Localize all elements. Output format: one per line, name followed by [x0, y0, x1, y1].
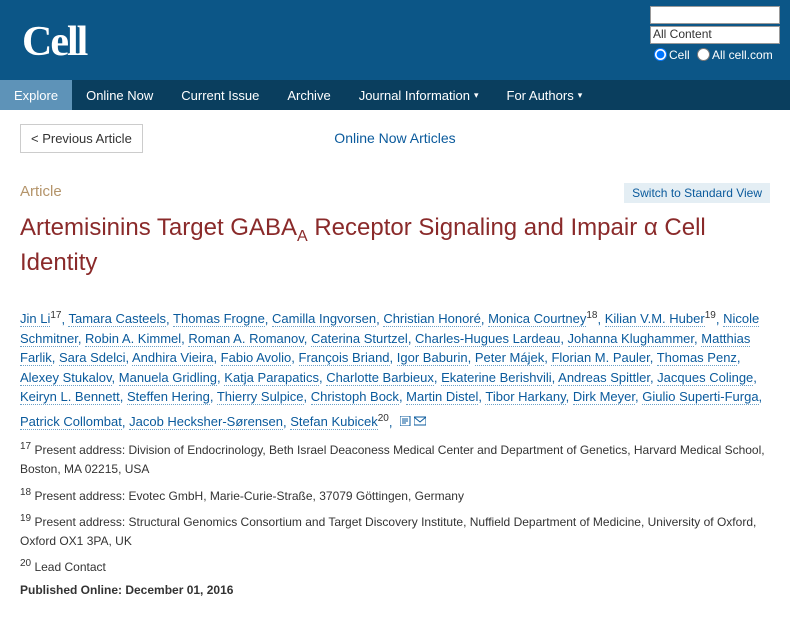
author-link[interactable]: Charles-Hugues Lardeau	[415, 331, 560, 347]
author-link[interactable]: Keiryn L. Bennett	[20, 389, 120, 405]
nav-journal-info[interactable]: Journal Information ▾	[345, 80, 493, 110]
article-title: Artemisinins Target GABAA Receptor Signa…	[20, 212, 770, 280]
title-pre: Artemisinins Target GABA	[20, 214, 297, 241]
radio-allcell-label: All cell.com	[712, 48, 773, 62]
author-link[interactable]: Roman A. Romanov	[188, 331, 303, 347]
author-link[interactable]: Dirk Meyer	[573, 389, 635, 405]
navbar: Explore Online Now Current Issue Archive…	[0, 80, 790, 110]
author-link[interactable]: Manuela Gridling	[119, 370, 217, 386]
author-link[interactable]: François Briand	[299, 350, 390, 366]
author-link[interactable]: Sara Sdelci	[59, 350, 125, 366]
author-link[interactable]: Katja Parapatics	[224, 370, 319, 386]
author-link[interactable]: Peter Májek	[475, 350, 544, 366]
author-link[interactable]: Fabio Avolio	[221, 350, 292, 366]
author-link[interactable]: Thierry Sulpice	[217, 389, 304, 405]
author-link[interactable]: Christian Honoré	[383, 311, 481, 327]
note-icon[interactable]	[400, 412, 412, 422]
previous-article-button[interactable]: < Previous Article	[20, 124, 143, 153]
search-area: All Content Cell All cell.com	[650, 6, 780, 62]
corresponding-author-actions	[398, 407, 426, 427]
author-link[interactable]: Jacques Colinge	[657, 370, 753, 386]
author-link[interactable]: Florian M. Pauler	[551, 350, 649, 366]
author-link[interactable]: Tibor Harkany	[485, 389, 565, 405]
radio-cell[interactable]	[654, 48, 667, 61]
article-category: Article	[20, 183, 62, 200]
author-link[interactable]: Giulio Superti-Furga	[642, 389, 758, 405]
affiliation-note-20: 20 Lead Contact	[20, 556, 770, 577]
author-link[interactable]: Thomas Frogne	[173, 311, 265, 327]
author-link[interactable]: Igor Baburin	[397, 350, 468, 366]
author-link[interactable]: Kilian V.M. Huber	[605, 311, 705, 327]
author-link[interactable]: Steffen Hering	[127, 389, 210, 405]
affiliation-note-18: 18 Present address: Evotec GmbH, Marie-C…	[20, 485, 770, 506]
nav-archive[interactable]: Archive	[273, 80, 344, 110]
publication-date: Published Online: December 01, 2016	[20, 583, 770, 597]
article-nav-row: < Previous Article Online Now Articles	[20, 124, 770, 153]
author-link[interactable]: Alexey Stukalov	[20, 370, 112, 386]
author-link[interactable]: Johanna Klughammer	[568, 331, 694, 347]
nav-for-authors-label: For Authors	[507, 88, 574, 103]
chevron-down-icon: ▾	[474, 90, 479, 101]
author-link[interactable]: Monica Courtney	[488, 311, 586, 327]
author-link[interactable]: Thomas Penz	[657, 350, 737, 366]
author-link[interactable]: Tamara Casteels	[68, 311, 166, 327]
author-link[interactable]: Stefan Kubicek	[290, 414, 377, 430]
chevron-down-icon: ▾	[578, 90, 583, 101]
author-link[interactable]: Caterina Sturtzel	[311, 331, 408, 347]
radio-allcell[interactable]	[697, 48, 710, 61]
author-link[interactable]: Charlotte Barbieux	[326, 370, 434, 386]
author-link[interactable]: Patrick Collombat	[20, 414, 122, 430]
author-link[interactable]: Robin A. Kimmel	[85, 331, 181, 347]
affiliation-note-17: 17 Present address: Division of Endocrin…	[20, 439, 770, 478]
author-link[interactable]: Christoph Bock	[311, 389, 399, 405]
search-scope-select[interactable]: All Content	[650, 26, 780, 44]
title-subscript: A	[297, 228, 308, 245]
author-link[interactable]: Ekaterine Berishvili	[441, 370, 552, 386]
nav-explore[interactable]: Explore	[0, 80, 72, 110]
author-link[interactable]: Martin Distel	[406, 389, 478, 405]
radio-cell-label: Cell	[669, 48, 690, 62]
author-list: Jin Li17, Tamara Casteels, Thomas Frogne…	[20, 308, 770, 432]
search-radio-row: Cell All cell.com	[650, 47, 780, 62]
category-row: Article Switch to Standard View	[20, 183, 770, 200]
nav-online-now[interactable]: Online Now	[72, 80, 167, 110]
affiliation-note-19: 19 Present address: Structural Genomics …	[20, 511, 770, 550]
search-input[interactable]	[650, 6, 780, 24]
nav-current-issue[interactable]: Current Issue	[167, 80, 273, 110]
email-icon[interactable]	[414, 412, 426, 422]
author-link[interactable]: Jacob Hecksher-Sørensen	[129, 414, 283, 430]
online-now-articles-link[interactable]: Online Now Articles	[334, 130, 455, 146]
nav-journal-info-label: Journal Information	[359, 88, 470, 103]
author-link[interactable]: Jin Li	[20, 311, 50, 327]
switch-view-button[interactable]: Switch to Standard View	[624, 183, 770, 203]
author-link[interactable]: Andreas Spittler	[558, 370, 650, 386]
author-link[interactable]: Andhira Vieira	[132, 350, 213, 366]
header: Cell All Content Cell All cell.com	[0, 0, 790, 80]
logo: Cell	[22, 18, 86, 66]
nav-for-authors[interactable]: For Authors ▾	[493, 80, 597, 110]
author-link[interactable]: Camilla Ingvorsen	[272, 311, 376, 327]
